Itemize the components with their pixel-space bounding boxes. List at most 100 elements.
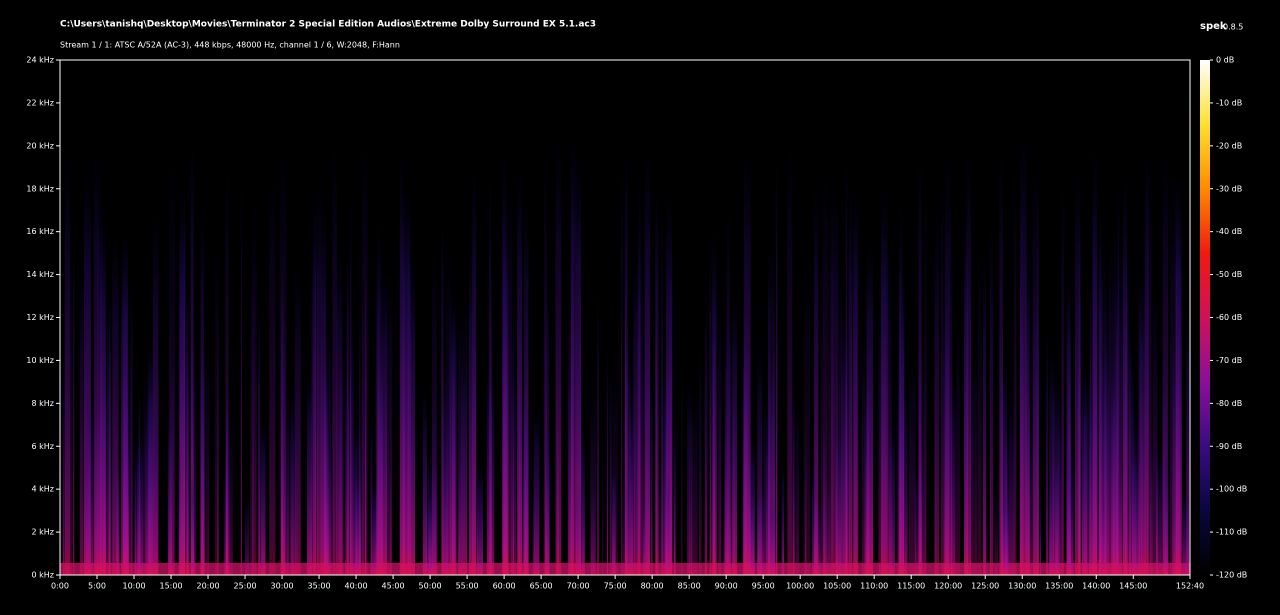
spectrogram-stripe	[918, 148, 922, 575]
spectrogram-stripe	[361, 355, 364, 575]
spectrogram-stripe	[1122, 169, 1128, 575]
spectrogram-stripe	[669, 233, 673, 575]
x-tick-label: 0:00	[51, 582, 69, 591]
x-tick-label: 125:00	[971, 582, 999, 591]
spectrogram-stripe	[571, 126, 576, 575]
spectrogram-stripe	[1157, 450, 1163, 575]
x-tick-label: 120:00	[934, 582, 962, 591]
spectrogram-stripe	[1140, 286, 1143, 575]
spectrogram-stripe	[1082, 345, 1086, 575]
spectrogram-stripe	[346, 242, 349, 575]
spectrogram-stripe	[134, 442, 137, 575]
spectrogram-stripe	[84, 165, 91, 575]
spectrogram-stripe	[107, 297, 111, 575]
y-tick-label: 20 kHz	[26, 141, 54, 150]
spectrogram-stripe	[261, 416, 266, 575]
spectrogram-stripe	[250, 245, 254, 575]
spectrogram-stripe	[524, 397, 529, 575]
y-tick-label: 16 kHz	[26, 227, 54, 236]
spectrogram-stripe	[1138, 256, 1141, 575]
colorbar-tick-label: -50 dB	[1216, 270, 1242, 279]
colorbar-tick-label: 0 dB	[1216, 56, 1234, 65]
spectrogram-stripe	[638, 207, 641, 575]
spectrogram-stripe	[597, 285, 600, 575]
spectrogram-stripe	[178, 215, 186, 575]
spectrogram-stripe	[822, 163, 828, 575]
spectrogram-stripe	[776, 146, 778, 575]
spectrogram-stripe	[112, 227, 119, 575]
spectrogram-stripe	[970, 331, 978, 575]
spectrogram-stripe	[624, 142, 628, 575]
spectrogram-stripe	[1033, 280, 1039, 575]
x-tick-label: 20:00	[197, 582, 220, 591]
spectrogram-stripe	[252, 200, 257, 575]
spectrogram-stripe	[1025, 240, 1030, 575]
spectrogram-stripe	[657, 473, 663, 575]
colorbar-tick-label: -40 dB	[1216, 227, 1242, 236]
colorbar-tick-label: -110 dB	[1216, 528, 1247, 537]
spectrogram-stripe	[853, 185, 859, 575]
spectrogram-stripe	[578, 275, 581, 575]
spectrogram-stripe	[1046, 325, 1049, 575]
colorbar-tick-label: -20 dB	[1216, 141, 1242, 150]
spectrogram-stripe	[1008, 396, 1015, 575]
x-tick-label: 110:00	[860, 582, 888, 591]
spectrogram-stripe	[377, 215, 382, 575]
y-tick-label: 4 kHz	[32, 485, 54, 494]
spectrogram-stripe	[977, 238, 982, 575]
spectrogram-stripe	[581, 427, 585, 575]
y-tick-label: 8 kHz	[32, 399, 54, 408]
spectrogram-stripe	[643, 482, 646, 575]
spectrogram-stripe	[1058, 399, 1063, 575]
app-version: 0.8.5	[1223, 23, 1243, 32]
colorbar-tick-label: -80 dB	[1216, 399, 1242, 408]
spectrogram-stripe	[648, 418, 650, 575]
spectrogram-stripe	[1173, 486, 1177, 575]
spectrogram-stripe	[881, 177, 888, 575]
spectrogram-stripe	[350, 434, 358, 575]
spectrogram-stripe	[1182, 488, 1189, 575]
x-tick-label: 130:00	[1008, 582, 1036, 591]
spectrogram-stripe	[137, 440, 141, 575]
spectrogram-stripe	[718, 296, 722, 575]
spectrogram-stripe	[773, 300, 776, 575]
y-tick-label: 14 kHz	[26, 270, 54, 279]
spectrogram-stripe	[650, 362, 653, 575]
x-tick-label: 5:00	[88, 582, 106, 591]
spectrogram-stripe	[307, 368, 312, 575]
spectrogram-stripe	[955, 317, 961, 575]
spectrogram-stripe	[381, 271, 387, 575]
spectrogram-stripe	[544, 264, 550, 575]
spectrogram-stripe	[512, 282, 514, 575]
colorbar-tick-label: -90 dB	[1216, 442, 1242, 451]
spectrogram-stripe	[1141, 272, 1146, 575]
spectrogram-stripe	[964, 213, 968, 575]
spectrogram-stripe	[399, 148, 403, 575]
spectrogram-stripe	[153, 409, 158, 575]
spectrogram-stripe	[122, 237, 128, 575]
spectrogram-stripe	[93, 140, 98, 575]
spectrogram-stripe	[358, 290, 361, 575]
spectrogram-stripe	[606, 339, 609, 575]
x-tick-label: 30:00	[271, 582, 294, 591]
spectrogram-stripe	[509, 166, 512, 575]
spectrogram-stripe	[310, 222, 312, 575]
y-tick-label: 24 kHz	[26, 56, 54, 65]
spectrogram	[60, 126, 1190, 575]
spectrogram-stripe	[1149, 427, 1153, 575]
spectrogram-stripe	[838, 251, 843, 575]
spectrogram-stripe	[229, 412, 233, 575]
spectrogram-stripe	[724, 307, 732, 575]
spectrogram-stripe	[951, 221, 953, 575]
spectrogram-stripe	[403, 303, 405, 575]
spectrogram-stripe	[989, 211, 991, 575]
spectrogram-stripe	[645, 318, 649, 575]
x-tick-label: 60:00	[493, 582, 516, 591]
spectrogram-stripe	[493, 367, 495, 575]
y-tick-label: 18 kHz	[26, 184, 54, 193]
spectrogram-stripe	[409, 254, 415, 575]
spectrogram-stripe	[1128, 314, 1131, 575]
spectrogram-stripe	[214, 230, 219, 575]
spectrogram-stripe	[472, 163, 477, 575]
